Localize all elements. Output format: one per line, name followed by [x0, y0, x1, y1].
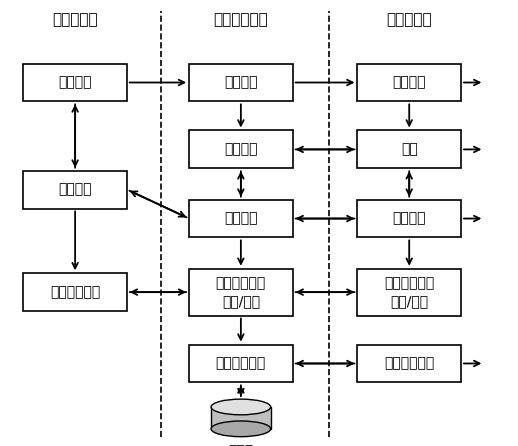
FancyBboxPatch shape — [357, 64, 461, 102]
Text: 违停报警端: 违停报警端 — [52, 12, 98, 28]
Text: 违停举报: 违停举报 — [59, 75, 92, 90]
FancyBboxPatch shape — [189, 268, 293, 316]
FancyBboxPatch shape — [23, 273, 127, 311]
FancyBboxPatch shape — [189, 344, 293, 383]
FancyBboxPatch shape — [189, 200, 293, 237]
FancyBboxPatch shape — [23, 171, 127, 209]
Text: 后台管理系统: 后台管理系统 — [213, 12, 268, 28]
Text: 实时通信: 实时通信 — [59, 182, 92, 197]
FancyBboxPatch shape — [357, 268, 461, 316]
Text: 数据库: 数据库 — [228, 444, 253, 446]
Ellipse shape — [211, 421, 271, 437]
Text: 违停处理结果
上报/查询: 违停处理结果 上报/查询 — [384, 277, 435, 308]
FancyBboxPatch shape — [357, 130, 461, 168]
FancyBboxPatch shape — [189, 130, 293, 168]
FancyBboxPatch shape — [23, 64, 127, 102]
Text: 实时通信: 实时通信 — [224, 211, 257, 226]
Polygon shape — [211, 407, 271, 429]
Text: 违停接警: 违停接警 — [224, 75, 257, 90]
Ellipse shape — [211, 399, 271, 415]
Text: 实时通信: 实时通信 — [393, 211, 426, 226]
Text: 违停情况查询: 违停情况查询 — [50, 285, 100, 299]
Text: 取证: 取证 — [401, 142, 418, 157]
Text: 违停处理结果
接收/查询: 违停处理结果 接收/查询 — [215, 277, 266, 308]
FancyBboxPatch shape — [189, 64, 293, 102]
FancyBboxPatch shape — [357, 200, 461, 237]
Text: 车辆信息查询: 车辆信息查询 — [215, 356, 266, 371]
FancyBboxPatch shape — [357, 344, 461, 383]
Text: 违停处理端: 违停处理端 — [386, 12, 432, 28]
Text: 车辆信息查询: 车辆信息查询 — [384, 356, 435, 371]
Text: 出警调度: 出警调度 — [224, 142, 257, 157]
Text: 违停出警: 违停出警 — [393, 75, 426, 90]
